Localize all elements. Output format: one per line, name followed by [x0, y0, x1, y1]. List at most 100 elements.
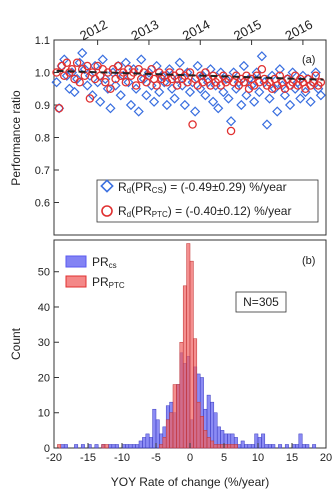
prcs-histogram-bar — [291, 444, 296, 449]
panel-b-y-tick-label: 30 — [38, 337, 50, 349]
ptc-data-point — [75, 78, 84, 87]
cs-data-point — [225, 116, 237, 127]
prcs-histogram-bar — [111, 444, 116, 449]
cs-data-point — [72, 73, 83, 85]
panel-b-y-ticks: 0 10 20 30 40 50 — [38, 267, 59, 455]
ptc-data-point — [54, 104, 64, 113]
cs-data-point — [295, 93, 306, 104]
cs-data-point — [246, 80, 257, 91]
cs-data-point — [54, 103, 65, 114]
prptc-histogram-bar — [169, 412, 174, 449]
cs-data-point — [131, 83, 142, 94]
panel-b-series-ptc-bars — [57, 243, 238, 449]
prcs-histogram-bar — [247, 444, 252, 449]
panel-b-histogram: -20 -15 -10 -5 0 5 10 15 20 0 10 20 30 40 50 (b) Coun… — [9, 239, 332, 489]
prcs-histogram-bar — [131, 444, 136, 449]
cs-data-point — [305, 96, 316, 107]
prptc-histogram-bar — [203, 430, 208, 449]
panel-a-series-ptc — [52, 58, 326, 136]
cs-data-point — [97, 54, 108, 65]
cs-data-point — [102, 83, 113, 94]
cs-data-point — [125, 99, 137, 111]
prcs-histogram-bar — [142, 437, 147, 449]
panel-a-y-tick-label: 1.1 — [35, 35, 50, 47]
cs-data-point — [69, 86, 80, 98]
panel-b-y-tick-label: 40 — [38, 302, 50, 314]
cs-data-point — [148, 96, 160, 107]
prptc-histogram-bar — [196, 401, 201, 449]
prptc-histogram-bar — [206, 437, 211, 449]
cs-data-point — [284, 99, 296, 111]
cs-data-point — [174, 57, 185, 68]
ptc-data-point — [106, 84, 115, 94]
panel-b-label: (b) — [302, 255, 315, 267]
cs-data-point — [115, 90, 126, 101]
ptc-data-point — [67, 65, 77, 74]
panel-a-y-ticks: 0.6 0.7 0.8 0.9 1.0 1.1 — [35, 35, 59, 210]
panel-a-y-tick-label: 0.9 — [35, 100, 50, 112]
prcs-histogram-bar — [148, 437, 153, 449]
cs-data-point — [74, 57, 85, 68]
cs-data-point — [238, 60, 249, 72]
cs-data-point — [254, 86, 265, 98]
panel-b-x-tick-label: 0 — [187, 452, 193, 464]
panel-b-x-tick-label: -15 — [80, 452, 96, 464]
cs-data-point — [228, 67, 239, 78]
cs-data-point — [300, 86, 311, 98]
prptc-histogram-bar — [189, 260, 194, 449]
cs-data-point — [159, 77, 170, 88]
prptc-histogram-bar — [182, 285, 187, 449]
panel-a-top-tick-label: 2014 — [180, 17, 213, 44]
prcs-histogram-bar — [312, 444, 317, 449]
prcs-histogram-bar — [152, 408, 157, 449]
prptc-histogram-bar — [165, 419, 170, 449]
prcs-histogram-bar — [298, 433, 303, 449]
prcs-histogram-bar — [278, 444, 283, 449]
cs-data-point — [272, 106, 283, 117]
panel-b-y-tick-label: 20 — [38, 372, 50, 384]
cs-data-point — [190, 106, 201, 117]
panel-a-top-tick-label: 2016 — [283, 17, 316, 44]
ptc-data-point — [113, 61, 123, 71]
cs-data-point — [249, 96, 260, 107]
panel-b-x-ticks: -20 -15 -10 -5 0 5 10 15 20 — [46, 443, 332, 464]
panel-b-y-tick-label: 0 — [44, 443, 50, 455]
prcs-histogram-bar — [135, 444, 140, 449]
prcs-histogram-bar — [213, 412, 218, 449]
legend-cs-label: Rd(PRCS) = (-0.49±0.29) %/year — [118, 180, 287, 195]
annotation-n: N=305 — [243, 295, 279, 309]
panel-a-y-tick-label: 0.7 — [35, 165, 50, 177]
cs-data-point — [241, 90, 252, 101]
prcs-histogram-bar — [114, 444, 119, 449]
prcs-histogram-bar — [121, 444, 126, 449]
cs-data-point — [213, 103, 224, 114]
prptc-histogram-bar — [233, 444, 238, 449]
prcs-histogram-bar — [60, 444, 65, 449]
prcs-histogram-bar — [74, 444, 79, 449]
legend-prcs-label: PRcs — [92, 255, 117, 270]
prcs-histogram-bar — [63, 444, 68, 449]
prptc-histogram-bar — [104, 444, 109, 449]
panel-b-y-tick-label: 50 — [38, 267, 50, 279]
cs-data-point — [269, 83, 280, 94]
prcs-histogram-bar — [237, 444, 242, 449]
cs-data-point — [59, 54, 70, 65]
ptc-data-point — [62, 58, 72, 68]
cs-data-point — [161, 99, 172, 111]
ptc-data-point — [85, 94, 95, 103]
cs-data-point — [192, 60, 203, 72]
ptc-data-point — [172, 81, 182, 90]
prptc-histogram-bar — [227, 444, 232, 449]
cs-data-point — [123, 77, 134, 88]
panel-a-y-axis-label: Performance ratio — [9, 90, 23, 186]
legend-prptc-swatch — [65, 275, 87, 288]
panel-a-y-tick-label: 0.8 — [35, 133, 50, 145]
prcs-histogram-bar — [301, 444, 306, 449]
prptc-histogram-bar — [172, 384, 177, 449]
prptc-histogram-bar — [210, 440, 215, 449]
legend-prcs-swatch — [65, 255, 87, 268]
cs-data-point — [223, 93, 234, 104]
prptc-histogram-bar — [220, 444, 225, 449]
cs-data-point — [95, 96, 106, 107]
cs-data-point — [287, 67, 298, 78]
